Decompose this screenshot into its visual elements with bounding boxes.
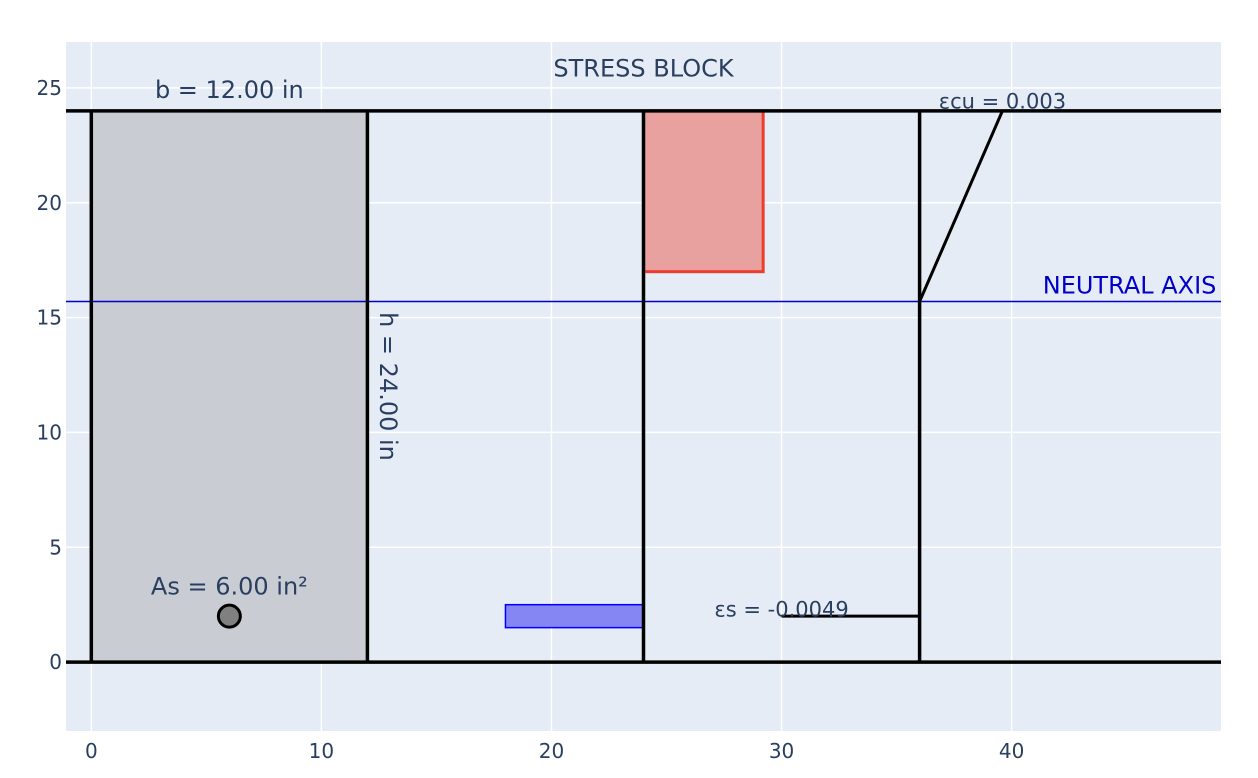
y-tick-label: 25 bbox=[37, 76, 62, 100]
y-tick-label: 10 bbox=[37, 420, 62, 444]
line-layer bbox=[66, 109, 1221, 664]
annotations: b = 12.00 in h = 24.00 in As = 6.00 in² … bbox=[151, 54, 1216, 621]
y-tick-label: 20 bbox=[37, 191, 62, 215]
rebar-marker bbox=[216, 603, 242, 629]
y-tick-label: 0 bbox=[49, 650, 62, 674]
shape-layer bbox=[91, 109, 765, 663]
x-tick-label: 10 bbox=[309, 739, 334, 763]
concrete-section bbox=[91, 110, 368, 663]
steel-area-annotation: As = 6.00 in² bbox=[151, 572, 308, 600]
stress-block-annotation: STRESS BLOCK bbox=[553, 54, 734, 82]
steel-strain-annotation: εs = -0.0049 bbox=[714, 597, 848, 621]
tick-labels: 0 10 20 30 40 0 5 10 15 20 25 bbox=[37, 76, 1025, 763]
x-tick-label: 30 bbox=[769, 739, 794, 763]
steel-force-bar bbox=[504, 603, 645, 629]
x-tick-label: 0 bbox=[85, 739, 98, 763]
x-tick-label: 40 bbox=[999, 739, 1024, 763]
neutral-axis-annotation: NEUTRAL AXIS bbox=[1043, 271, 1217, 299]
concrete-strain-annotation: εcu = 0.003 bbox=[939, 90, 1066, 114]
height-annotation: h = 24.00 in bbox=[374, 312, 402, 461]
x-tick-label: 20 bbox=[539, 739, 564, 763]
y-tick-label: 15 bbox=[37, 306, 62, 330]
y-tick-label: 5 bbox=[49, 535, 62, 559]
stress-block bbox=[642, 109, 765, 274]
width-annotation: b = 12.00 in bbox=[155, 76, 304, 104]
compression-strain-line bbox=[918, 110, 1004, 303]
